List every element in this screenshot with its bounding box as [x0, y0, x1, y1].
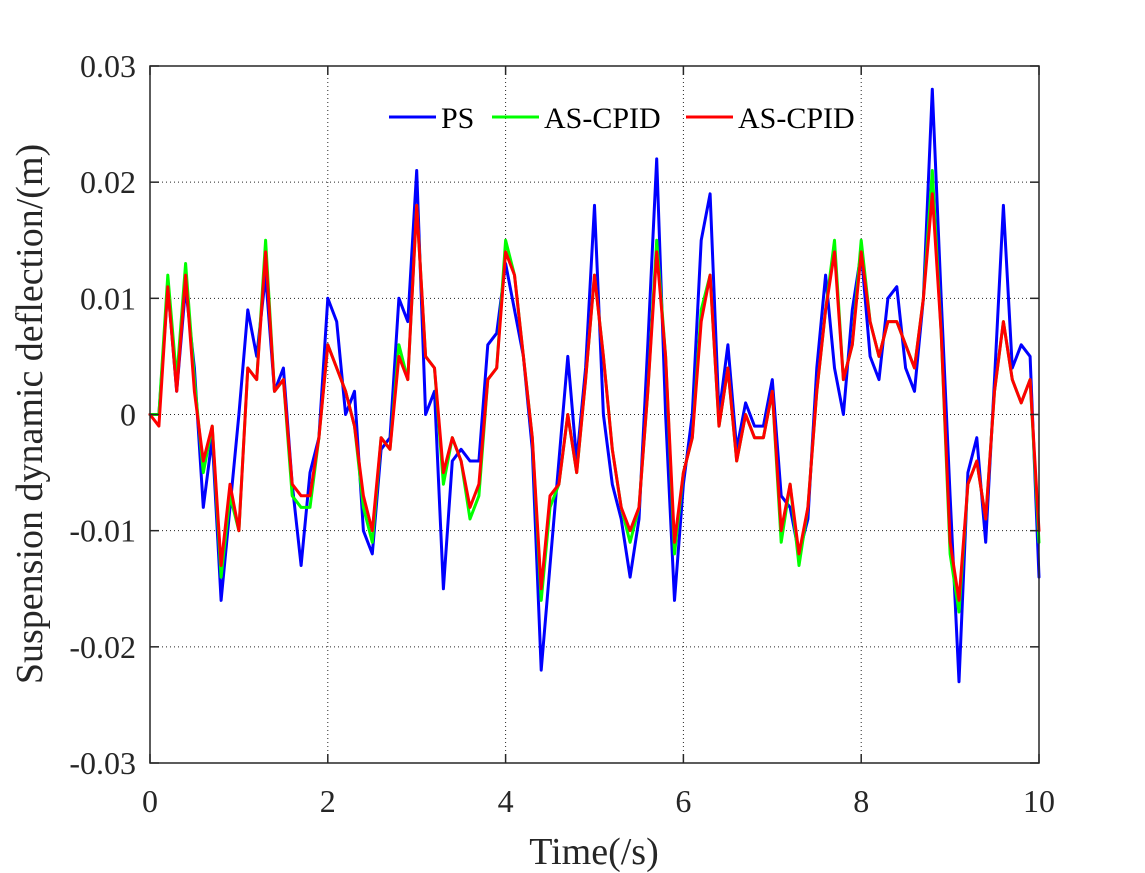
tick-marks: [149, 65, 1040, 764]
series-line-as-cpid-red: [148, 192, 1041, 602]
x-tick-label: 10: [1023, 783, 1055, 819]
x-tick-label: 0: [142, 783, 158, 819]
y-tick-label: 0.01: [80, 280, 136, 316]
x-tick-label: 2: [320, 783, 336, 819]
x-tick-label: 4: [498, 783, 514, 819]
legend-label: PS: [441, 102, 474, 135]
y-tick-label: 0.03: [80, 48, 136, 84]
y-tick-label: 0: [120, 397, 136, 433]
x-tick-label: 6: [675, 783, 691, 819]
y-axis-title: Suspension dynamic deflection/(m): [9, 144, 51, 684]
x-axis-title: Time(/s): [529, 831, 659, 873]
series-layer: [148, 87, 1041, 684]
y-tick-label: -0.01: [69, 513, 136, 549]
legend-label: AS-CPID: [544, 102, 661, 135]
legend: PS AS-CPID AS-CPID: [389, 102, 855, 135]
series-line-ps: [148, 87, 1041, 684]
x-tick-label: 8: [853, 783, 869, 819]
legend-label: AS-CPID: [738, 102, 855, 135]
y-tick-label: 0.02: [80, 164, 136, 200]
y-tick-label: -0.03: [69, 745, 136, 781]
grid-lines: [150, 66, 1039, 763]
y-tick-labels: -0.03 -0.02 -0.01 0 0.01 0.02 0.03: [69, 48, 136, 781]
y-tick-label: -0.02: [69, 629, 136, 665]
x-tick-labels: 0 2 4 6 8 10: [142, 783, 1055, 819]
